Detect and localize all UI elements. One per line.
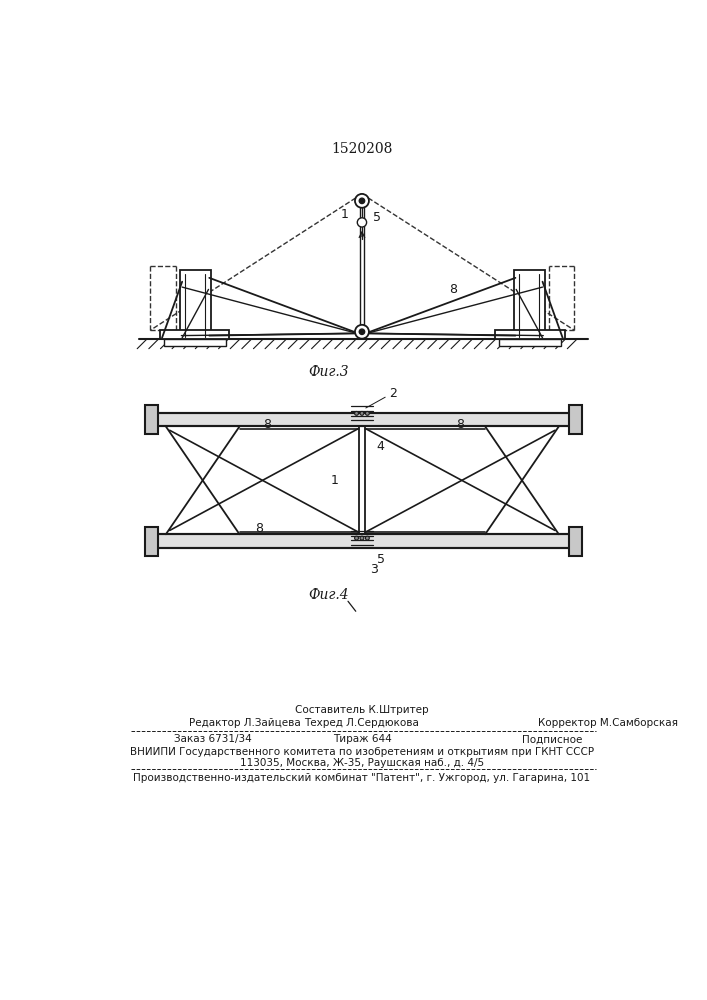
Circle shape xyxy=(355,194,369,208)
Text: 2: 2 xyxy=(389,387,397,400)
Bar xyxy=(156,413,571,426)
Circle shape xyxy=(357,218,367,227)
Text: Техред Л.Сердюкова: Техред Л.Сердюкова xyxy=(305,718,419,728)
Text: Редактор Л.Зайцева: Редактор Л.Зайцева xyxy=(189,718,301,728)
Bar xyxy=(569,527,582,556)
Circle shape xyxy=(366,411,369,415)
Text: 113035, Москва, Ж-35, Раушская наб., д. 4/5: 113035, Москва, Ж-35, Раушская наб., д. … xyxy=(240,758,484,768)
Text: Фиг.4: Фиг.4 xyxy=(308,588,349,602)
Bar xyxy=(514,270,545,339)
Circle shape xyxy=(366,536,369,540)
Bar xyxy=(180,270,211,339)
Text: Заказ 6731/34: Заказ 6731/34 xyxy=(174,734,252,744)
Text: 8: 8 xyxy=(255,522,263,535)
Text: Корректор М.Самборская: Корректор М.Самборская xyxy=(538,718,678,728)
Text: 3: 3 xyxy=(370,563,378,576)
Text: 8: 8 xyxy=(457,418,464,431)
Bar xyxy=(145,527,158,556)
Text: 8: 8 xyxy=(262,418,271,431)
Text: 4: 4 xyxy=(376,440,384,453)
Text: 1: 1 xyxy=(340,208,348,221)
Text: Фиг.3: Фиг.3 xyxy=(308,365,349,379)
Text: 1: 1 xyxy=(331,474,339,487)
Text: Составитель К.Штритер: Составитель К.Штритер xyxy=(295,705,428,715)
Text: Тираж 644: Тираж 644 xyxy=(332,734,392,744)
Circle shape xyxy=(360,536,364,540)
Bar xyxy=(163,339,226,346)
Circle shape xyxy=(359,198,365,204)
Bar xyxy=(145,405,158,434)
Bar xyxy=(499,339,561,346)
Circle shape xyxy=(355,411,358,415)
Text: 1520208: 1520208 xyxy=(332,142,392,156)
Circle shape xyxy=(355,325,369,339)
Text: Подписное: Подписное xyxy=(522,734,583,744)
Circle shape xyxy=(360,411,364,415)
Bar xyxy=(495,330,565,339)
Bar xyxy=(160,330,230,339)
Circle shape xyxy=(355,536,358,540)
Text: 8: 8 xyxy=(449,283,457,296)
Text: 5: 5 xyxy=(378,553,385,566)
Circle shape xyxy=(359,329,365,334)
Text: ВНИИПИ Государственного комитета по изобретениям и открытиям при ГКНТ СССР: ВНИИПИ Государственного комитета по изоб… xyxy=(130,747,594,757)
Text: 5: 5 xyxy=(373,211,382,224)
Text: Производственно-издательский комбинат "Патент", г. Ужгород, ул. Гагарина, 101: Производственно-издательский комбинат "П… xyxy=(134,773,590,783)
Bar xyxy=(156,534,571,548)
Bar xyxy=(569,405,582,434)
